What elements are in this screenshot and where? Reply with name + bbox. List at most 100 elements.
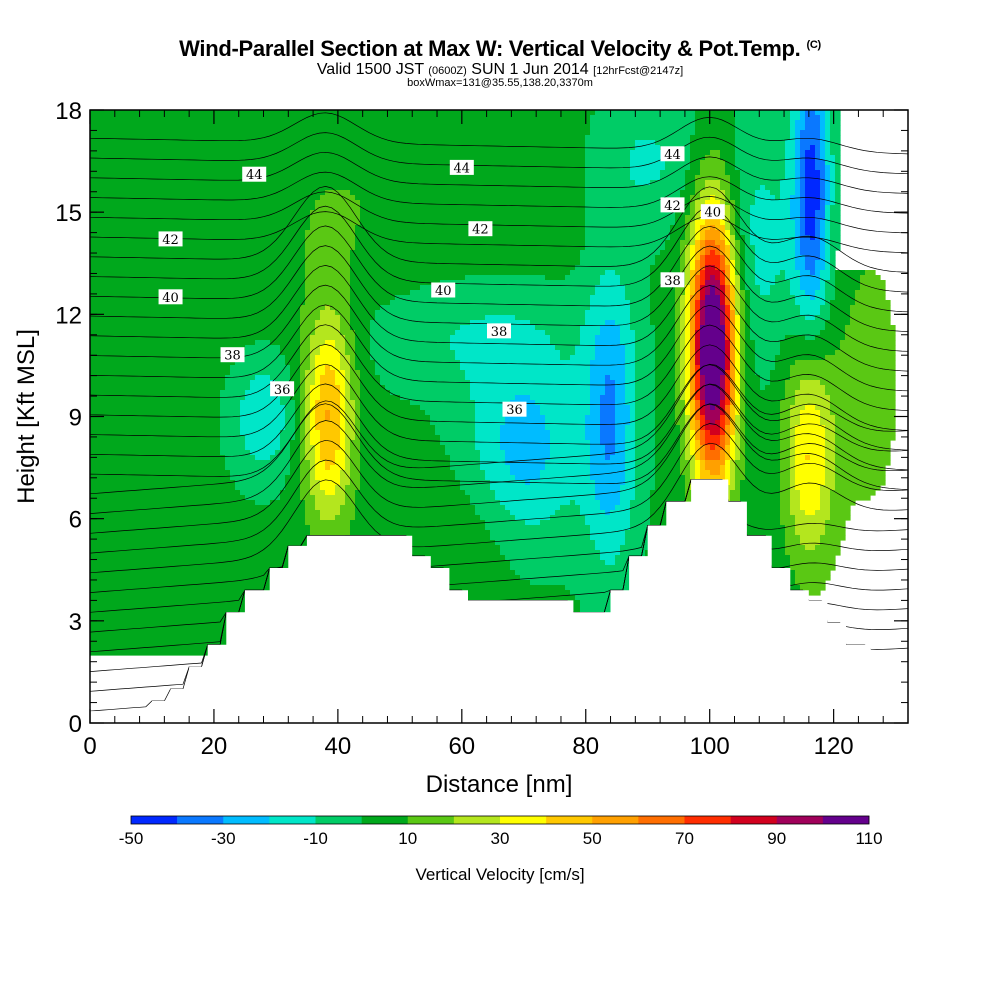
copyright-mark: (C) [806, 38, 821, 51]
velocity-cell [720, 400, 726, 406]
velocity-cell [825, 220, 831, 226]
velocity-cell [625, 445, 636, 451]
velocity-cell [780, 480, 791, 486]
velocity-cell [555, 345, 576, 351]
velocity-cell [800, 240, 821, 246]
velocity-cell [720, 420, 726, 426]
velocity-cell [730, 475, 736, 481]
velocity-cell [790, 505, 801, 511]
isentrope-label-text: 42 [472, 223, 489, 238]
velocity-cell [620, 340, 636, 346]
velocity-cell [340, 510, 356, 516]
velocity-cell [650, 300, 676, 306]
velocity-cell [305, 450, 316, 456]
velocity-cell [735, 115, 791, 121]
velocity-cell [730, 425, 736, 431]
isentrope-label-bg [449, 159, 474, 175]
velocity-cell [345, 405, 356, 411]
velocity-cell [515, 570, 646, 576]
velocity-cell [505, 555, 601, 561]
isentrope-label: 42 [158, 231, 183, 248]
velocity-cell [350, 470, 361, 476]
velocity-cell [735, 235, 746, 241]
velocity-cell [495, 540, 596, 546]
velocity-cell [635, 345, 656, 351]
velocity-cell [710, 470, 721, 476]
velocity-cell [790, 555, 836, 561]
velocity-cell [305, 285, 351, 291]
velocity-cell [655, 415, 676, 421]
velocity-cell [335, 345, 346, 351]
velocity-cell [355, 330, 371, 336]
velocity-cell [710, 150, 721, 156]
velocity-cell [355, 245, 586, 251]
velocity-cell [345, 545, 501, 551]
velocity-cell [700, 320, 706, 326]
velocity-cell [730, 210, 736, 216]
velocity-cell [605, 320, 616, 326]
velocity-cell [90, 555, 326, 561]
velocity-cell [700, 410, 706, 416]
velocity-cell [305, 420, 311, 426]
velocity-cell [655, 440, 681, 446]
velocity-cell [805, 170, 821, 176]
velocity-cell [805, 255, 821, 261]
velocity-cell [300, 370, 306, 376]
velocity-cell [380, 305, 591, 311]
velocity-cell [725, 430, 731, 436]
velocity-cell [350, 355, 356, 361]
velocity-cell [445, 450, 481, 456]
velocity-cell [685, 175, 696, 181]
velocity-cell [305, 405, 311, 411]
velocity-cell [510, 465, 546, 471]
velocity-cell [685, 310, 691, 316]
velocity-cell [615, 445, 626, 451]
velocity-cell [295, 430, 301, 436]
velocity-cell [800, 225, 806, 231]
velocity-cell [705, 425, 721, 431]
velocity-cell [825, 465, 836, 471]
velocity-cell [630, 505, 651, 511]
velocity-cell [300, 380, 306, 386]
velocity-cell [90, 230, 306, 236]
velocity-cell [580, 600, 641, 606]
velocity-cell [785, 270, 801, 276]
velocity-cell [825, 245, 831, 251]
colorbar-tick-label: 110 [855, 829, 882, 848]
velocity-cell [300, 410, 306, 416]
velocity-cell [675, 415, 686, 421]
velocity-cell [750, 305, 801, 311]
velocity-cell [545, 425, 586, 431]
velocity-cell [315, 455, 321, 461]
velocity-cell [320, 430, 341, 436]
colorbar-tick-label: 70 [675, 829, 694, 848]
velocity-cell [705, 305, 721, 311]
velocity-cell [735, 335, 741, 341]
isentrope-line [90, 304, 908, 392]
velocity-cell [680, 435, 686, 441]
velocity-cell [325, 460, 336, 466]
velocity-cell [795, 190, 801, 196]
velocity-cell [650, 305, 676, 311]
velocity-cell [720, 315, 726, 321]
velocity-cell [825, 480, 836, 486]
velocity-cell [300, 305, 326, 311]
velocity-cell [485, 470, 511, 476]
velocity-cell [745, 405, 781, 411]
velocity-cell [725, 165, 736, 171]
velocity-cell [800, 170, 806, 176]
velocity-cell [785, 170, 796, 176]
velocity-cell [855, 295, 886, 301]
velocity-cell [755, 200, 791, 206]
velocity-cell [320, 440, 341, 446]
velocity-cell [695, 255, 701, 261]
isentrope-line [90, 363, 908, 451]
velocity-cell [90, 440, 221, 446]
velocity-cell [90, 430, 221, 436]
velocity-cell [580, 330, 601, 336]
velocity-cell [700, 255, 706, 261]
velocity-cell [615, 390, 626, 396]
velocity-cell [685, 455, 696, 461]
velocity-cell [305, 395, 311, 401]
velocity-cell [690, 470, 696, 476]
